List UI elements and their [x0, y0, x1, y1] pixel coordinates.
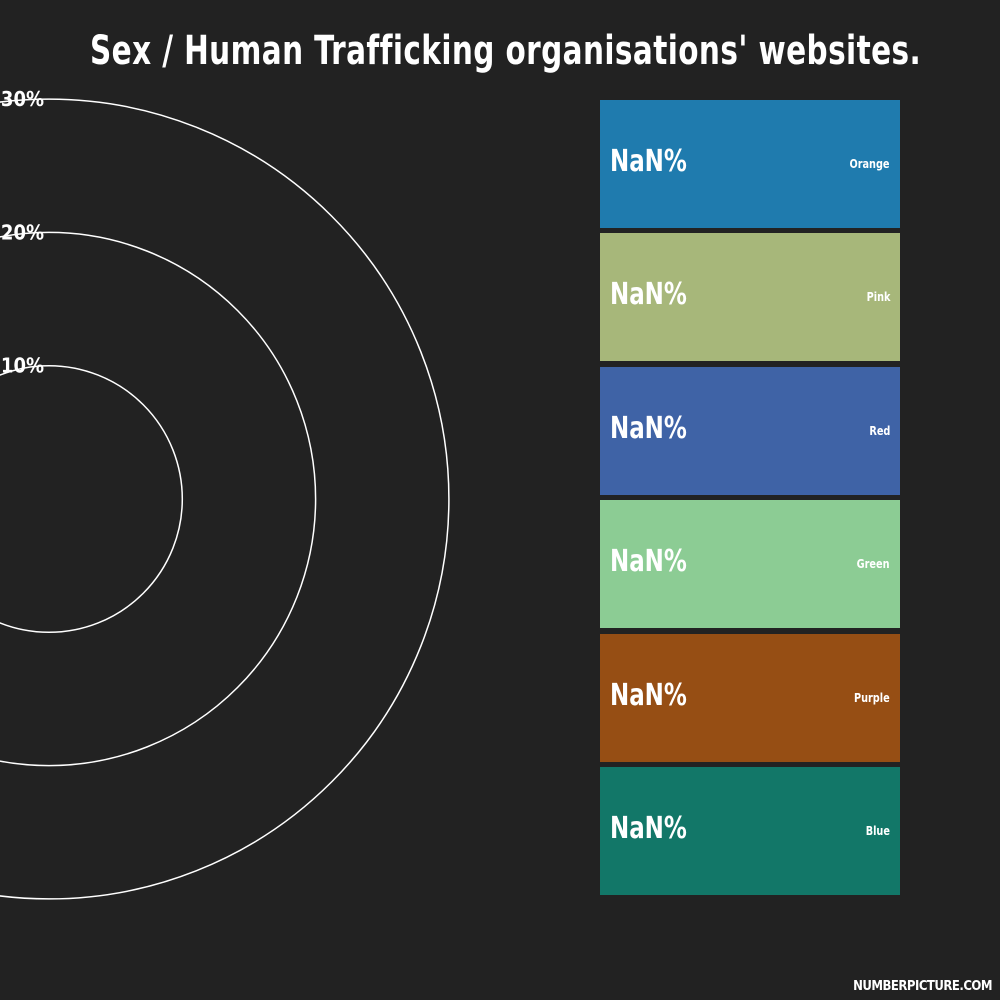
legend-item-pink: NaN% Pink — [600, 233, 900, 361]
watermark: NUMBERPICTURE.COM — [853, 979, 992, 994]
ring-30 — [0, 98, 450, 900]
ring-tick-label: 20% — [1, 220, 44, 244]
legend-value: NaN% — [610, 411, 687, 446]
legend-label: Purple — [854, 691, 890, 705]
ring-20 — [0, 231, 317, 767]
legend-item-red: NaN% Red — [600, 367, 900, 495]
radial-rings: 10% 20% 30% — [0, 87, 450, 900]
legend-label: Red — [868, 424, 890, 438]
legend-label: Orange — [849, 157, 890, 171]
chart-title: Sex / Human Trafficking organisations' w… — [90, 28, 922, 74]
legend-value: NaN% — [610, 277, 687, 312]
legend-label: Blue — [865, 824, 890, 838]
ring-tick-label: 10% — [1, 354, 44, 378]
legend-label: Green — [857, 557, 890, 571]
ring-10 — [0, 364, 184, 634]
legend-value: NaN% — [610, 144, 687, 179]
legend-label: Pink — [866, 290, 890, 304]
legend-item-orange: NaN% Orange — [600, 100, 900, 228]
legend-value: NaN% — [610, 678, 687, 713]
ring-tick-label: 30% — [1, 87, 44, 111]
legend-item-purple: NaN% Purple — [600, 634, 900, 762]
legend-item-blue: NaN% Blue — [600, 767, 900, 895]
legend-value: NaN% — [610, 544, 687, 579]
legend-value: NaN% — [610, 811, 687, 846]
legend-item-green: NaN% Green — [600, 500, 900, 628]
